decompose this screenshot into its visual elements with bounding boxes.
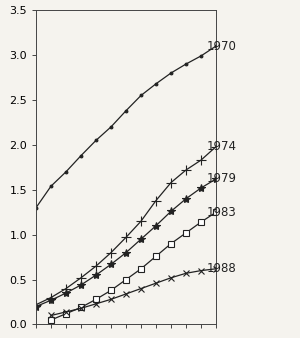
Text: 1974: 1974 (207, 140, 237, 153)
Text: 1983: 1983 (207, 206, 237, 219)
Text: 1970: 1970 (207, 40, 237, 53)
Text: 1988: 1988 (207, 262, 237, 275)
Text: 1979: 1979 (207, 172, 237, 186)
